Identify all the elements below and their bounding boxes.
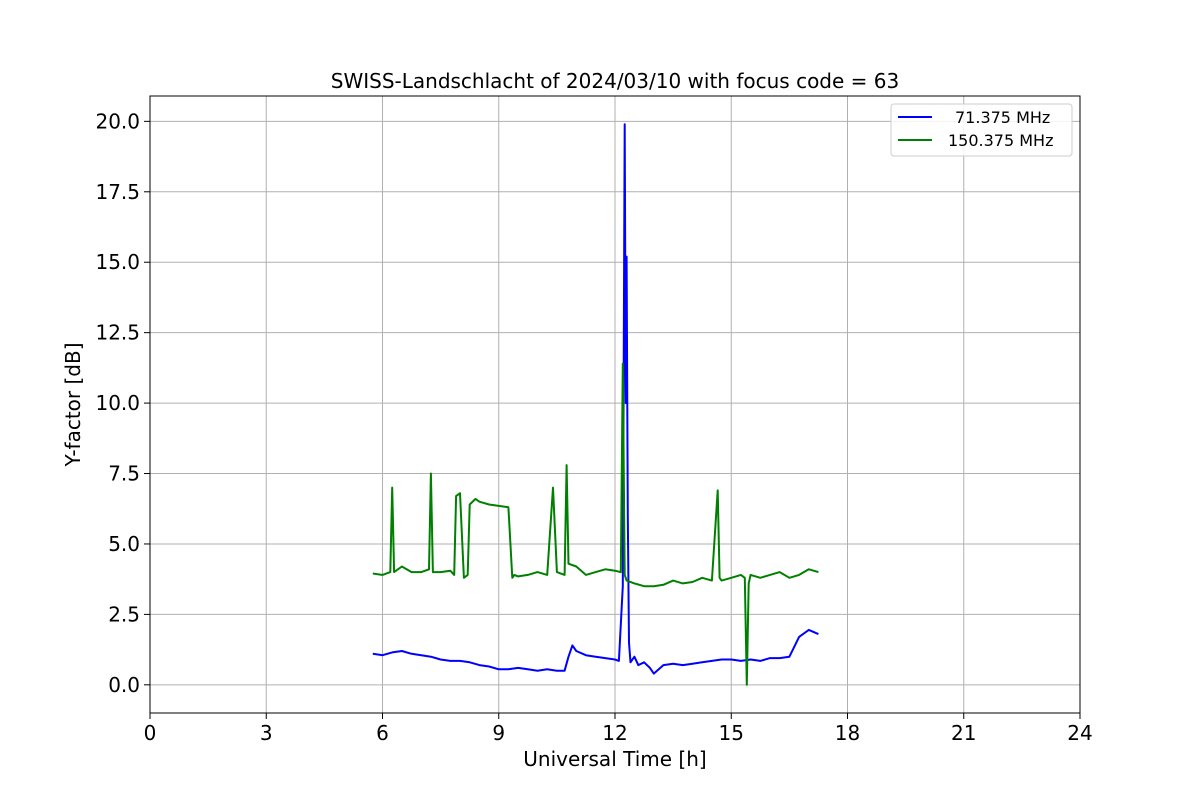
x-tick-label: 12 xyxy=(602,721,627,745)
y-tick-label: 2.5 xyxy=(108,602,140,626)
y-tick-label: 5.0 xyxy=(108,532,140,556)
x-tick-label: 24 xyxy=(1067,721,1092,745)
x-tick-label: 6 xyxy=(376,721,389,745)
y-tick-label: 20.0 xyxy=(95,109,140,133)
legend: 71.375 MHz 150.375 MHz xyxy=(890,103,1073,157)
x-tick-label: 0 xyxy=(144,721,157,745)
legend-box xyxy=(890,103,1073,157)
series-line-71-mhz xyxy=(372,123,819,675)
x-tick-label: 21 xyxy=(951,721,976,745)
legend-label-150-mhz: 150.375 MHz xyxy=(948,131,1053,150)
y-tick-label: 10.0 xyxy=(95,391,140,415)
plot-series xyxy=(372,123,819,686)
x-tick-label: 3 xyxy=(260,721,273,745)
x-axis-label: Universal Time [h] xyxy=(523,747,706,771)
y-tick-label: 17.5 xyxy=(95,180,140,204)
axis-ticks: 0 3 6 9 12 15 18 21 24 0.0 2.5 5.0 7.5 10.0 12.5 15.0 17… xyxy=(95,109,1092,745)
chart-title: SWISS-Landschlacht of 2024/03/10 with fo… xyxy=(331,69,899,93)
y-tick-label: 15.0 xyxy=(95,250,140,274)
y-tick-label: 7.5 xyxy=(108,462,140,486)
x-tick-label: 18 xyxy=(835,721,860,745)
series-line-150-mhz xyxy=(372,362,819,686)
y-tick-label: 12.5 xyxy=(95,321,140,345)
x-tick-label: 9 xyxy=(492,721,505,745)
y-tick-label: 0.0 xyxy=(108,673,140,697)
legend-label-71-mhz: 71.375 MHz xyxy=(955,108,1050,127)
y-axis-label: Y-factor [dB] xyxy=(61,342,85,467)
x-tick-label: 15 xyxy=(719,721,744,745)
